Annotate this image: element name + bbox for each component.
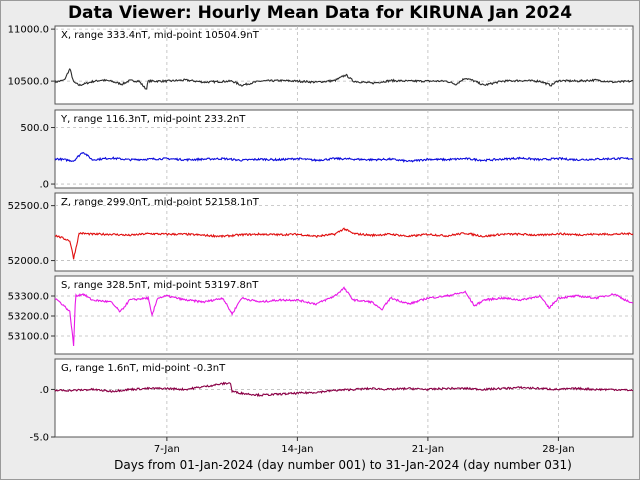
series-line-g xyxy=(54,381,634,398)
panel-label: Y, range 116.3nT, mid-point 233.2nT xyxy=(60,114,246,125)
y-tick-label: 10500.0 xyxy=(8,77,49,88)
panel-y: 500.0 .0 Y, range 116.3nT, mid-point 233.2… xyxy=(20,109,634,191)
panel-g: .0 -5.0 G, range 1.6nT, mid-point -0.3nT xyxy=(29,358,634,444)
x-axis-label: Days from 01-Jan-2024 (day number 001) t… xyxy=(114,458,572,472)
x-tick-label: 21-Jan xyxy=(412,444,444,455)
y-tick-label: 11000.0 xyxy=(8,25,49,36)
y-tick-label: 52500.0 xyxy=(8,201,49,212)
y-tick-label: .0 xyxy=(39,385,49,396)
panel-label: X, range 333.4nT, mid-point 10504.9nT xyxy=(61,30,260,41)
panel-x: 11000.0 10500.0 X, range 333.4nT, mid-poin… xyxy=(8,25,634,105)
y-tick-label: 53100.0 xyxy=(8,332,49,343)
panel-plot-area xyxy=(54,25,634,105)
panel-plot-area xyxy=(54,275,634,355)
series-line-s xyxy=(54,286,634,347)
y-tick-label: 52000.0 xyxy=(8,256,49,267)
panel-label: S, range 328.5nT, mid-point 53197.8nT xyxy=(61,280,259,291)
panel-plot-area xyxy=(54,109,634,189)
panel-label: G, range 1.6nT, mid-point -0.3nT xyxy=(61,363,226,374)
panel-s: 53300.0 53200.0 53100.0 S, range 328.5nT, m… xyxy=(8,275,634,355)
chart-title: Data Viewer: Hourly Mean Data for KIRUNA… xyxy=(67,3,573,23)
series-line-z xyxy=(54,227,634,260)
x-tick-label: 7-Jan xyxy=(154,444,180,455)
x-tick-label: 14-Jan xyxy=(281,444,313,455)
x-tick-label: 28-Jan xyxy=(542,444,574,455)
y-tick-label: .0 xyxy=(39,180,49,191)
y-tick-label: 500.0 xyxy=(20,123,49,134)
panel-z: 52500.0 52000.0 Z, range 299.0nT, mid-poin… xyxy=(8,192,634,272)
y-tick-label: 53300.0 xyxy=(8,292,49,303)
panel-plot-area xyxy=(54,358,634,438)
series-line-y xyxy=(54,152,634,163)
series-line-x xyxy=(54,67,633,90)
y-tick-label: -5.0 xyxy=(29,433,49,444)
y-tick-label: 53200.0 xyxy=(8,312,49,323)
panel-label: Z, range 299.0nT, mid-point 52158.1nT xyxy=(61,197,260,208)
